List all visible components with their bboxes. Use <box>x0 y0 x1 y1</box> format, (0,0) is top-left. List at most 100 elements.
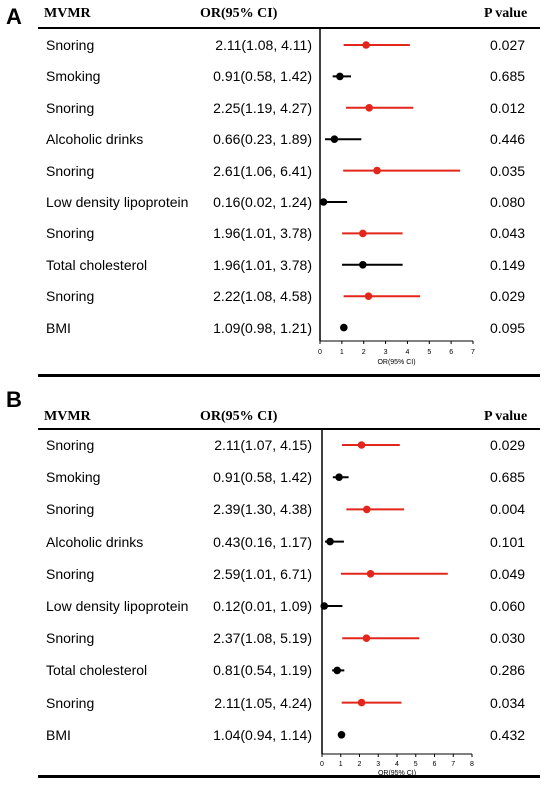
x-axis-label: OR(95% CI) <box>377 359 415 366</box>
header-p-value: P value <box>484 409 528 424</box>
row-label: Low density lipoprotein <box>46 194 189 210</box>
row-p-value: 0.446 <box>490 131 526 148</box>
row-or-ci: 1.96(1.01, 3.78) <box>213 225 312 242</box>
row-or-ci: 0.91(0.58, 1.42) <box>213 68 312 85</box>
forest-plot-svg: 0 1 2 3 4 5 6 7 8 OR(95% CI) <box>320 430 474 777</box>
point-estimate <box>365 104 373 112</box>
row-label: BMI <box>46 319 71 336</box>
row-p-value: 0.034 <box>490 694 526 711</box>
x-tick-label: 1 <box>339 761 343 768</box>
row-or-ci: 2.59(1.01, 6.71) <box>213 565 312 582</box>
row-label: Smoking <box>46 469 101 486</box>
header-p-value: P value <box>484 6 528 21</box>
point-estimate <box>319 198 328 206</box>
row-p-value: 0.432 <box>490 726 526 743</box>
header-rule <box>38 27 540 29</box>
row-or-ci: 2.11(1.07, 4.15) <box>214 437 312 453</box>
point-estimate <box>362 634 371 642</box>
row-p-value: 0.043 <box>490 225 526 242</box>
x-tick-label: 7 <box>451 761 455 768</box>
x-tick-label: 3 <box>384 349 388 356</box>
row-label: BMI <box>46 726 71 743</box>
row-or-ci: 0.12(0.01, 1.09) <box>213 598 312 614</box>
row-or-ci: 2.11(1.05, 4.24) <box>214 694 312 711</box>
point-estimate <box>359 229 367 238</box>
row-p-value: 0.029 <box>490 288 526 305</box>
point-estimate <box>366 570 375 578</box>
row-or-ci: 1.96(1.01, 3.78) <box>213 256 312 273</box>
row-label: Snoring <box>46 565 95 582</box>
row-p-value: 0.149 <box>490 256 526 273</box>
x-tick-label: 0 <box>318 349 322 356</box>
point-estimate <box>335 473 343 481</box>
row-label: Snoring <box>46 99 95 116</box>
row-p-value: 0.095 <box>490 319 526 336</box>
x-tick-label: 6 <box>433 761 437 768</box>
header-mvmr: MVMR <box>44 409 91 424</box>
row-label: Snoring <box>46 630 95 647</box>
row-or-ci: 2.22(1.08, 4.58) <box>213 288 312 305</box>
point-estimate <box>333 666 341 675</box>
row-p-value: 0.685 <box>490 68 526 85</box>
header-or-ci: OR(95% CI) <box>200 6 278 21</box>
row-or-ci: 0.81(0.54, 1.19) <box>213 662 312 679</box>
x-tick-label: 5 <box>427 349 431 356</box>
x-tick-label: 1 <box>340 349 344 356</box>
x-tick-label: 3 <box>376 761 380 768</box>
row-or-ci: 2.39(1.30, 4.38) <box>213 501 312 518</box>
x-tick-label: 5 <box>414 761 418 768</box>
point-estimate <box>337 731 346 739</box>
forest-plot-svg: 0 1 2 3 4 5 6 7 OR(95% CI) <box>318 29 475 366</box>
point-estimate <box>363 505 371 514</box>
row-p-value: 0.030 <box>490 630 526 647</box>
panel-bottom-rule <box>38 775 540 778</box>
point-estimate <box>357 441 366 449</box>
forest-panel-b: B MVMR OR(95% CI) P value Snoring 2.11(1.… <box>0 387 546 785</box>
row-label: Snoring <box>46 501 95 518</box>
row-p-value: 0.027 <box>490 37 526 53</box>
row-label: Snoring <box>46 694 95 711</box>
row-label: Snoring <box>46 437 95 453</box>
point-estimate <box>373 166 381 175</box>
row-p-value: 0.080 <box>490 194 526 210</box>
row-label: Alcoholic drinks <box>46 533 144 550</box>
point-estimate <box>362 41 370 49</box>
x-tick-label: 6 <box>449 349 453 356</box>
point-estimate <box>326 537 334 546</box>
x-tick-label: 7 <box>471 349 475 356</box>
point-estimate <box>330 135 339 143</box>
row-p-value: 0.101 <box>490 533 526 550</box>
row-or-ci: 0.16(0.02, 1.24) <box>213 194 312 210</box>
x-tick-label: 8 <box>470 761 474 768</box>
row-label: Alcoholic drinks <box>46 131 144 148</box>
row-p-value: 0.060 <box>490 598 526 614</box>
row-label: Snoring <box>46 37 95 53</box>
point-estimate <box>336 72 344 81</box>
x-tick-label: 4 <box>405 349 409 356</box>
row-or-ci: 2.11(1.08, 4.11) <box>215 37 312 53</box>
point-estimate <box>364 292 373 301</box>
row-p-value: 0.286 <box>490 662 526 679</box>
forest-panel-a: A MVMR OR(95% CI) P value Snoring 2.11(1.… <box>0 0 546 392</box>
row-p-value: 0.035 <box>490 162 526 179</box>
x-tick-label: 4 <box>395 761 399 768</box>
header-mvmr: MVMR <box>44 6 91 21</box>
row-or-ci: 0.43(0.16, 1.17) <box>213 533 312 550</box>
row-or-ci: 1.09(0.98, 1.21) <box>213 319 312 336</box>
panel-bottom-rule <box>38 374 540 377</box>
x-tick-label: 0 <box>320 761 324 768</box>
row-p-value: 0.685 <box>490 469 526 486</box>
point-estimate <box>340 323 348 332</box>
point-estimate <box>320 602 329 610</box>
row-p-value: 0.049 <box>490 565 526 582</box>
row-label: Low density lipoprotein <box>46 598 189 614</box>
x-tick-label: 2 <box>358 761 362 768</box>
row-label: Snoring <box>46 162 95 179</box>
row-or-ci: 1.04(0.94, 1.14) <box>213 726 312 743</box>
row-label: Total cholesterol <box>46 662 148 679</box>
header-rule <box>38 428 540 430</box>
row-p-value: 0.012 <box>490 99 526 116</box>
point-estimate <box>357 698 366 707</box>
header-or-ci: OR(95% CI) <box>200 409 278 424</box>
x-tick-label: 2 <box>362 349 366 356</box>
